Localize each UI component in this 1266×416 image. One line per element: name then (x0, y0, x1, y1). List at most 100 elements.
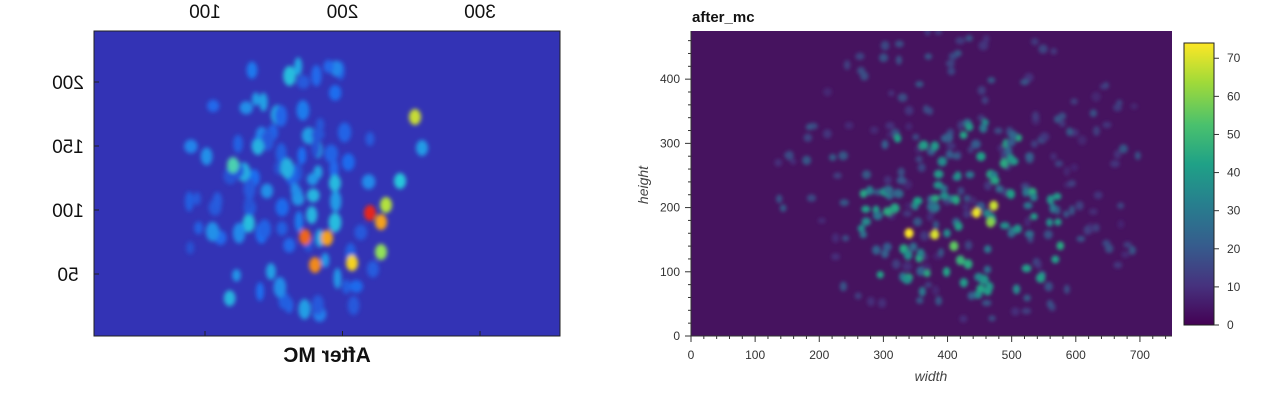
right-hotspot-mark (986, 217, 996, 228)
right-cell-mark (909, 242, 918, 252)
right-cell-mark (1031, 111, 1040, 122)
right-cell-mark (931, 194, 940, 202)
right-cell-mark (803, 133, 813, 142)
left-cell-mark (297, 146, 307, 165)
right-cell-mark (1050, 152, 1057, 161)
right-cell-mark (912, 133, 920, 141)
right-cell-mark (1089, 109, 1098, 118)
right-cell-mark (892, 188, 903, 198)
left-cell-mark (323, 59, 334, 74)
right-cell-mark (838, 151, 849, 161)
right-cell-mark (1050, 47, 1058, 55)
right-cell-mark (933, 169, 944, 179)
right-cell-mark (1058, 112, 1067, 120)
right-cell-mark (1038, 44, 1048, 54)
right-cell-mark (859, 230, 867, 239)
right-cell-mark (860, 71, 869, 81)
right-cell-mark (917, 163, 926, 173)
left-cell-mark (354, 224, 368, 241)
right-cell-mark (790, 158, 797, 165)
right-cell-mark (775, 194, 783, 204)
right-cell-mark (905, 122, 913, 131)
left-hotspot-mark (227, 157, 239, 173)
left-x-tick-label: 200 (327, 2, 359, 23)
right-cell-mark (1118, 144, 1128, 154)
right-cell-mark (1024, 216, 1031, 227)
left-cell-mark (246, 61, 258, 79)
left-cell-mark (239, 101, 253, 115)
right-cell-mark (957, 187, 965, 196)
right-cell-mark (1046, 299, 1054, 309)
left-cell-mark (324, 144, 339, 163)
left-heatmap-panel: 100 200 300 50 100 150 200 After MC (0, 0, 620, 411)
right-cell-mark (964, 240, 973, 251)
right-cell-mark (1112, 103, 1123, 112)
right-cell-mark (1117, 220, 1125, 229)
right-cell-mark (916, 248, 925, 258)
left-y-tick-label: 200 (52, 73, 84, 94)
left-cell-mark (280, 157, 294, 179)
left-cell-mark (244, 195, 255, 211)
right-cell-mark (869, 126, 879, 134)
right-cell-mark (1046, 218, 1054, 227)
right-hotspot-mark (930, 229, 940, 240)
left-cell-mark (184, 139, 198, 154)
right-cell-mark (1021, 264, 1032, 273)
right-cell-mark (895, 55, 903, 65)
right-cell-mark (1046, 194, 1055, 205)
colorbar-tick-label: 10 (1227, 280, 1241, 294)
left-cell-mark (283, 237, 296, 253)
left-cell-mark (311, 294, 324, 315)
right-cell-mark (955, 37, 966, 45)
right-cell-mark (833, 172, 842, 179)
right-cell-mark (808, 122, 818, 130)
right-cell-mark (857, 224, 866, 233)
right-cell-mark (861, 217, 871, 226)
left-cell-mark (294, 57, 303, 76)
left-hotspot-mark (299, 229, 311, 245)
right-cell-mark (855, 52, 865, 61)
left-plot-area (94, 31, 560, 336)
right-cell-mark (1093, 191, 1103, 200)
left-cell-mark (311, 128, 325, 141)
right-cell-mark (904, 202, 914, 209)
right-cell-mark (881, 139, 889, 150)
right-cell-mark (881, 249, 889, 259)
left-cell-mark (341, 153, 355, 171)
left-cell-mark (184, 191, 194, 212)
right-cell-mark (866, 296, 875, 307)
right-cell-mark (1077, 135, 1087, 146)
right-cell-mark (1130, 103, 1138, 110)
right-cell-mark (1039, 132, 1050, 142)
right-cell-mark (1049, 203, 1057, 214)
left-cell-mark (276, 221, 288, 236)
left-cell-mark (274, 160, 283, 175)
right-cell-mark (981, 299, 992, 307)
left-cell-mark (337, 122, 352, 143)
right-cell-mark (893, 134, 902, 143)
right-cell-mark (988, 315, 996, 322)
left-hotspot-mark (346, 255, 358, 271)
right-cell-mark (957, 120, 964, 131)
left-cell-mark (232, 222, 246, 244)
left-hotspot-mark (321, 230, 333, 246)
right-cell-mark (916, 266, 925, 276)
right-cell-mark (918, 140, 929, 150)
right-cell-mark (993, 127, 1003, 134)
right-cell-mark (1070, 163, 1079, 172)
right-y-tick-label: 300 (660, 136, 680, 150)
right-cell-mark (959, 131, 968, 140)
right-cell-mark (1099, 83, 1109, 90)
left-cell-mark (255, 282, 265, 301)
right-cell-mark (878, 53, 889, 63)
right-cell-mark (883, 175, 892, 185)
right-y-tick-label: 0 (673, 329, 680, 343)
right-cell-mark (924, 281, 932, 288)
right-cell-mark (1012, 284, 1021, 295)
right-cell-mark (965, 34, 973, 42)
right-cell-mark (990, 176, 1000, 185)
right-chart-title: after_mc (692, 9, 755, 26)
left-cell-mark (296, 75, 310, 89)
left-cell-mark (275, 198, 289, 217)
right-cell-mark (1005, 139, 1016, 147)
